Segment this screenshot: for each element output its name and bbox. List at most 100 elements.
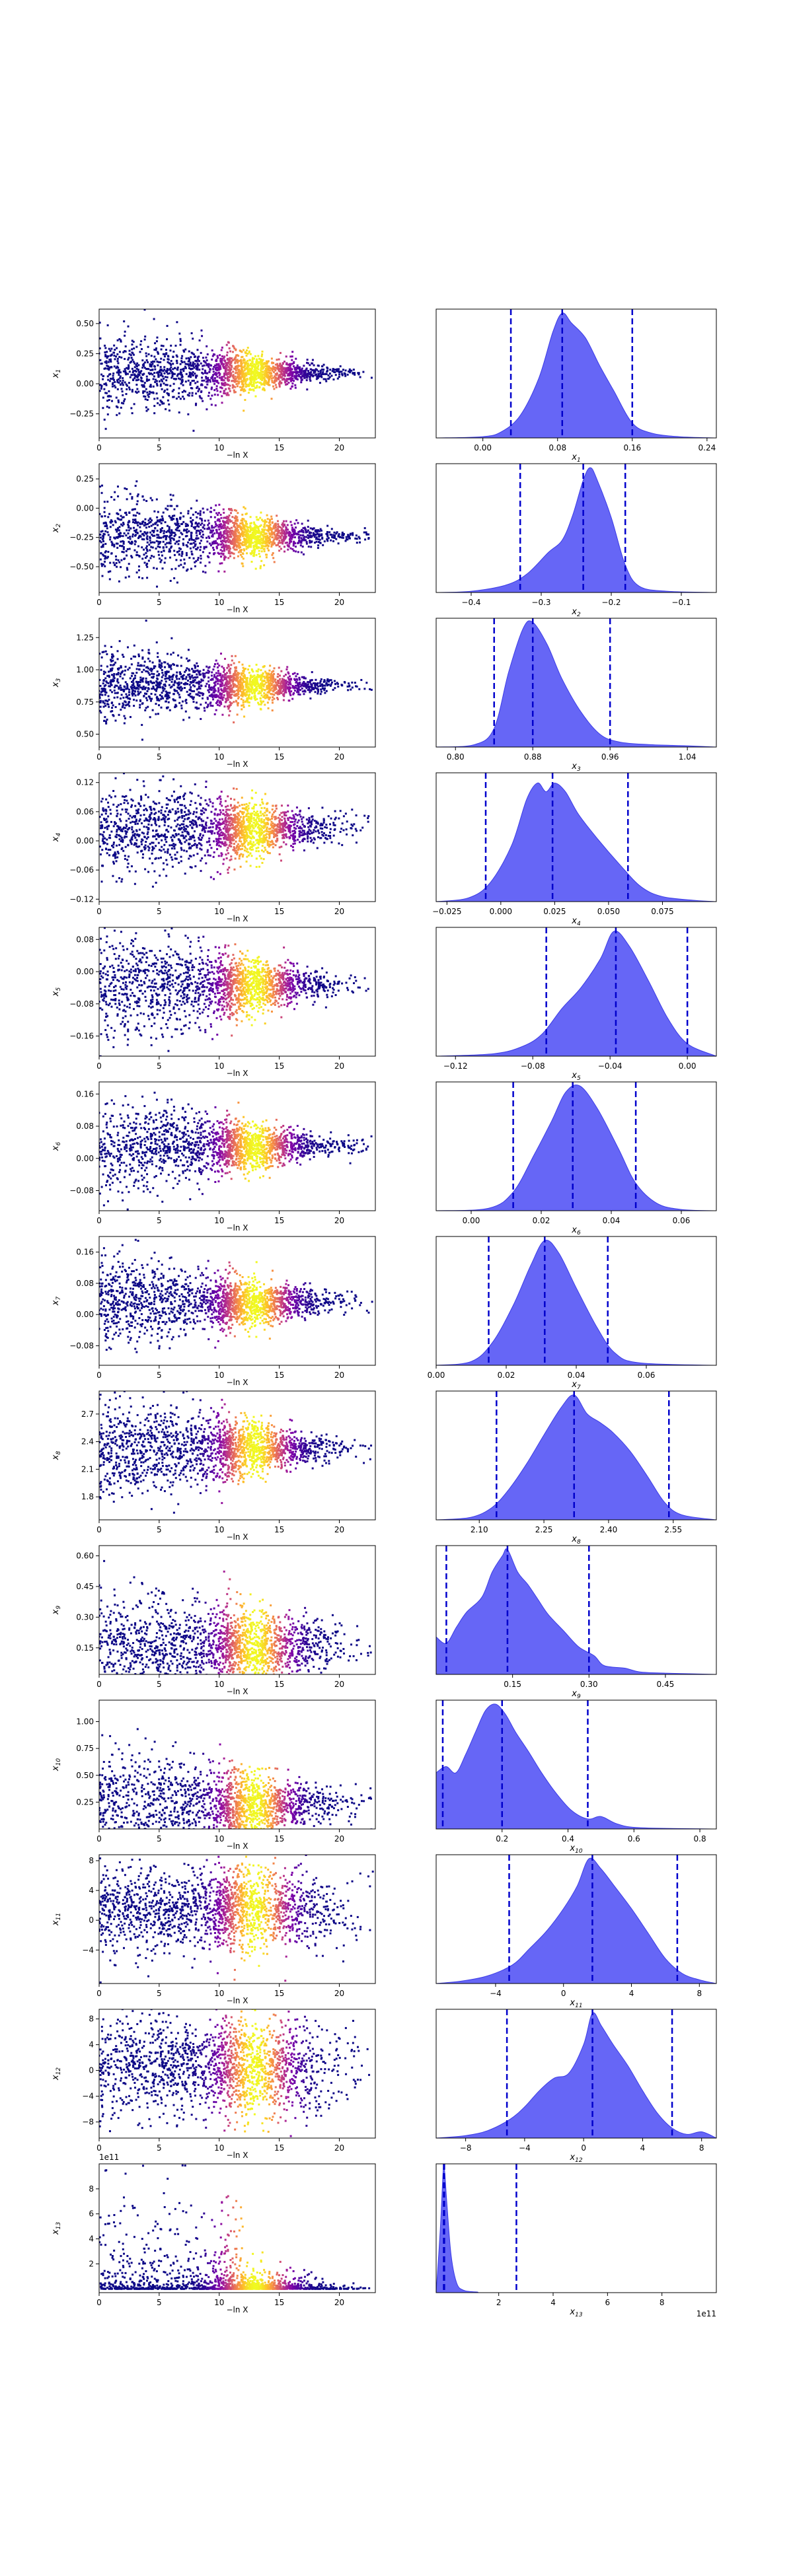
scatter-point [280,680,283,682]
scatter-point [336,531,338,534]
scatter-point [330,679,332,682]
scatter-point [225,541,227,544]
scatter-point [245,532,248,534]
scatter-point [145,532,148,535]
scatter-point [292,530,295,533]
scatter-point [160,378,163,381]
scatter-point [210,688,213,691]
scatter-point [278,368,281,371]
scatter-point [124,487,126,489]
scatter-point [103,344,106,347]
scatter-point [202,693,205,696]
scatter-point [334,374,337,376]
scatter-point [172,518,175,520]
scatter-point [178,553,180,555]
scatter-point [317,373,320,375]
scatter-point [230,536,233,538]
scatter-point [160,664,163,666]
scatter-point [326,534,329,536]
scatter-point [118,703,121,705]
scatter-point [117,371,120,373]
scatter-point [178,396,180,398]
scatter-point [141,557,144,560]
scatter-point [324,684,326,687]
scatter-point [157,351,159,353]
scatter-point [283,380,286,383]
scatter-point [129,493,132,495]
scatter-point [120,540,122,543]
scatter-point [287,369,289,372]
scatter-point [262,373,264,376]
scatter-point [103,685,106,688]
scatter-point [189,363,192,366]
scatter-point [299,540,302,543]
scatter-point [294,369,297,371]
scatter-point [237,378,240,380]
scatter-point [135,672,138,674]
scatter-point [301,528,303,531]
scatter-point [299,530,301,533]
scatter-point [181,375,184,378]
scatter-point [219,543,222,546]
scatter-point [146,391,149,394]
scatter-point [202,507,204,510]
scatter-point [170,637,173,639]
scatter-point [220,349,223,351]
scatter-point [257,532,260,534]
scatter-point [231,655,233,657]
scatter-point [233,347,236,350]
scatter-point [117,362,120,365]
x-tick-label-0-4: 20 [334,443,344,452]
scatter-point [229,701,231,703]
scatter-point [140,370,143,373]
scatter-point [229,548,231,550]
scatter-point [211,394,213,397]
scatter-point [99,697,101,699]
scatter-point [235,679,237,682]
scatter-point [317,364,319,367]
scatter-point [102,375,104,377]
scatter-point [207,376,209,379]
scatter-point [231,516,234,519]
scatter-point [274,529,277,532]
scatter-point [108,369,110,371]
scatter-point [228,676,231,679]
scatter-point [135,392,138,394]
scatter-point [145,686,147,689]
scatter-point [180,563,182,566]
scatter-point [172,363,174,365]
scatter-point [266,514,268,517]
scatter-point [190,676,192,678]
scatter-point [250,542,253,544]
scatter-point [256,384,258,387]
scatter-point [170,363,172,366]
scatter-point [291,535,293,538]
scatter-point [124,350,127,353]
scatter-point [295,366,298,369]
scatter-point [188,365,190,367]
scatter-point [241,683,244,686]
scatter-point [206,353,209,355]
scatter-point [272,371,275,373]
axes-frame-3 [435,463,717,593]
scatter-point [122,379,124,382]
scatter-point [307,526,309,528]
scatter-point [227,699,229,701]
scatter-point [246,359,249,362]
scatter-point [174,367,176,369]
scatter-point [215,366,218,369]
scatter-point [239,554,242,556]
scatter-point [338,536,341,538]
scatter-point [137,390,140,393]
scatter-point [301,687,303,690]
scatter-point [261,377,264,380]
scatter-point [198,369,201,371]
scatter-point [165,680,167,683]
scatter-point [241,672,243,674]
scatter-point [111,400,114,402]
scatter-point [283,371,285,374]
scatter-point [161,567,164,570]
scatter-point [240,551,243,554]
scatter-point [225,530,228,532]
scatter-point [221,665,223,668]
